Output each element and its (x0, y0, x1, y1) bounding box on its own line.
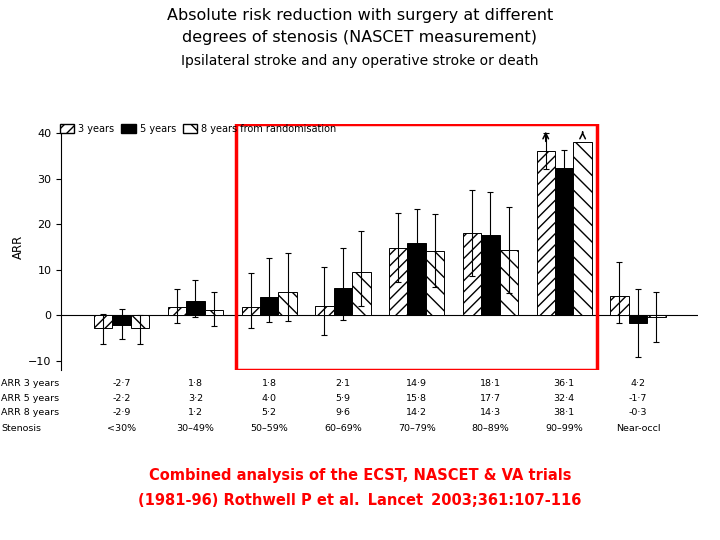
Text: Near-occl: Near-occl (616, 424, 660, 433)
Text: 50–59%: 50–59% (251, 424, 288, 433)
Text: ARR 5 years: ARR 5 years (1, 394, 60, 403)
Text: 3·2: 3·2 (188, 394, 203, 403)
Text: (1981-96) Rothwell P et al.  Lancet  2003;361:107-116: (1981-96) Rothwell P et al. Lancet 2003;… (138, 492, 582, 508)
Text: 1·8: 1·8 (261, 379, 276, 388)
Text: 4·0: 4·0 (261, 394, 276, 403)
Bar (389, 247, 408, 315)
Text: 17·7: 17·7 (480, 394, 501, 403)
Y-axis label: ARR: ARR (12, 235, 25, 259)
Text: 36·1: 36·1 (554, 379, 575, 388)
Text: 18·1: 18·1 (480, 379, 501, 388)
Text: -0·3: -0·3 (629, 408, 647, 417)
Text: Combined analysis of the ECST, NASCET & VA trials: Combined analysis of the ECST, NASCET & … (149, 468, 571, 483)
Bar (241, 307, 260, 315)
Text: 60–69%: 60–69% (324, 424, 362, 433)
Text: -2·2: -2·2 (112, 394, 131, 403)
Bar (573, 142, 592, 315)
Bar (112, 315, 131, 325)
Text: ARR 8 years: ARR 8 years (1, 408, 60, 417)
Text: 38·1: 38·1 (554, 408, 575, 417)
Bar (260, 297, 279, 315)
Text: 5·9: 5·9 (336, 394, 351, 403)
Text: 5·2: 5·2 (261, 408, 276, 417)
Text: 32·4: 32·4 (554, 394, 575, 403)
Bar (408, 244, 426, 315)
Text: 14·3: 14·3 (480, 408, 501, 417)
Bar (333, 288, 352, 315)
Bar (481, 235, 500, 315)
Text: <30%: <30% (107, 424, 136, 433)
Bar (611, 296, 629, 315)
Text: 14·2: 14·2 (406, 408, 427, 417)
Bar (204, 310, 223, 315)
Text: 1·2: 1·2 (188, 408, 203, 417)
Text: 70–79%: 70–79% (397, 424, 436, 433)
Bar (186, 301, 204, 315)
Text: -2·9: -2·9 (112, 408, 131, 417)
Text: 2·1: 2·1 (336, 379, 351, 388)
Bar (168, 307, 186, 315)
Text: Ipsilateral stroke and any operative stroke or death: Ipsilateral stroke and any operative str… (181, 54, 539, 68)
Text: 9·6: 9·6 (336, 408, 351, 417)
Bar (352, 272, 371, 315)
Text: 30–49%: 30–49% (176, 424, 215, 433)
Bar (426, 251, 444, 315)
Bar (629, 315, 647, 323)
Bar (555, 168, 573, 315)
Bar (236, 124, 597, 370)
Text: Absolute risk reduction with surgery at different: Absolute risk reduction with surgery at … (167, 8, 553, 23)
Bar (647, 315, 665, 316)
Bar (500, 250, 518, 315)
Text: 14·9: 14·9 (406, 379, 427, 388)
Text: 90–99%: 90–99% (545, 424, 583, 433)
Text: degrees of stenosis (NASCET measurement): degrees of stenosis (NASCET measurement) (182, 30, 538, 45)
Legend: 3 years, 5 years, 8 years from randomisation: 3 years, 5 years, 8 years from randomisa… (60, 124, 336, 134)
Text: 1·8: 1·8 (188, 379, 203, 388)
Text: Stenosis: Stenosis (1, 424, 42, 433)
Text: 80–89%: 80–89% (472, 424, 509, 433)
Text: 15·8: 15·8 (406, 394, 427, 403)
Bar (94, 315, 112, 328)
Text: -1·7: -1·7 (629, 394, 647, 403)
Bar (279, 292, 297, 315)
Bar (315, 306, 333, 315)
Bar (536, 151, 555, 315)
Bar (131, 315, 149, 328)
Bar (463, 233, 481, 315)
Text: 4·2: 4·2 (631, 379, 645, 388)
Text: -2·7: -2·7 (112, 379, 131, 388)
Text: ARR 3 years: ARR 3 years (1, 379, 60, 388)
